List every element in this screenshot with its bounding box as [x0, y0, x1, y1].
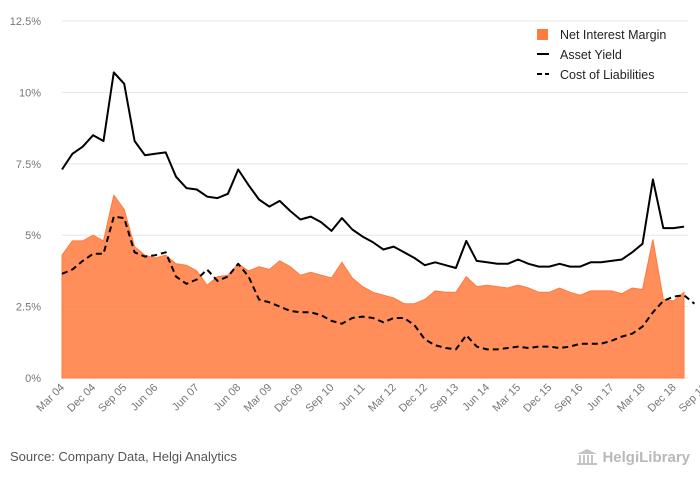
- legend-label-nim: Net Interest Margin: [560, 28, 666, 42]
- x-tick-label: Dec 18: [646, 382, 679, 415]
- x-tick-label: Sep 10: [304, 382, 337, 415]
- x-tick-label: Mar 04: [34, 382, 67, 415]
- helgi-library-logo[interactable]: HelgiLibrary: [576, 448, 690, 466]
- x-tick-label: Sep 05: [96, 382, 129, 415]
- nim-area: [61, 194, 685, 379]
- source-note: Source: Company Data, Helgi Analytics: [10, 449, 237, 464]
- x-tick-label: Dec 15: [521, 382, 554, 415]
- nim-area-layer: [61, 194, 685, 379]
- x-tick-label: Jun 08: [212, 382, 244, 414]
- x-tick-label: Jun 11: [336, 382, 367, 413]
- y-tick-label: 0%: [25, 373, 41, 385]
- logo-text: HelgiLibrary: [602, 448, 690, 466]
- x-tick-label: Sep 13: [428, 382, 461, 415]
- x-tick-label: Jun 17: [585, 382, 617, 414]
- y-tick-label: 7.5%: [16, 159, 41, 171]
- x-tick-label: Mar 12: [366, 382, 399, 415]
- legend-label-asset: Asset Yield: [560, 48, 622, 62]
- y-tick-label: 10%: [19, 87, 41, 99]
- x-tick-label: Sep 16: [552, 382, 585, 415]
- y-tick-label: 2.5%: [16, 302, 41, 314]
- x-tick-label: Jun 14: [460, 382, 492, 414]
- x-tick-label: Dec 04: [65, 382, 98, 415]
- x-tick-label: Jun 07: [170, 382, 202, 414]
- y-tick-label: 12.5%: [10, 16, 41, 28]
- library-building-icon: [577, 449, 598, 465]
- y-axis: 0% 2.5% 5% 7.5% 10% 12.5%: [10, 16, 41, 385]
- x-tick-label: Mar 18: [615, 382, 648, 415]
- asset-line: [61, 71, 685, 269]
- x-tick-label: Mar 15: [491, 382, 524, 415]
- x-tick-label: Dec 09: [272, 382, 305, 415]
- legend-swatch-nim: [537, 29, 548, 40]
- legend: Net Interest Margin Asset Yield Cost of …: [537, 28, 666, 82]
- x-tick-label: Jun 06: [129, 382, 161, 414]
- y-tick-label: 5%: [25, 230, 41, 242]
- x-tick-label: Dec 12: [397, 382, 430, 415]
- legend-label-cost: Cost of Liabilities: [560, 68, 655, 82]
- x-tick-label: Sep 19: [677, 382, 700, 415]
- x-tick-label: Mar 09: [242, 382, 275, 415]
- line-layer: [61, 71, 696, 351]
- cost-line: [61, 215, 696, 351]
